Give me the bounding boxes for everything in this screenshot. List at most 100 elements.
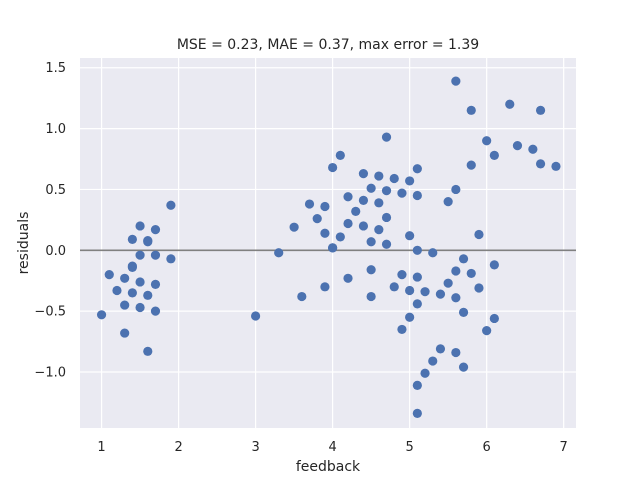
data-point (405, 312, 415, 322)
data-point (420, 368, 430, 378)
data-point (127, 262, 137, 272)
data-point (381, 132, 392, 142)
data-point (381, 239, 392, 249)
data-point (143, 235, 153, 246)
data-point (443, 197, 453, 207)
x-tick-label: 1 (97, 440, 105, 455)
data-point (451, 293, 461, 303)
data-point (489, 260, 499, 270)
data-point (412, 299, 422, 309)
data-point (451, 184, 461, 195)
data-point (127, 234, 137, 244)
data-point (96, 310, 107, 320)
data-point (150, 279, 161, 289)
data-point (366, 265, 376, 275)
data-point (466, 160, 476, 170)
data-point (343, 273, 353, 283)
data-point (466, 105, 476, 115)
x-tick-label: 7 (560, 440, 568, 455)
data-point (412, 164, 422, 174)
scatter-points (96, 76, 561, 418)
chart-title: MSE = 0.23, MAE = 0.37, max error = 1.39 (177, 37, 479, 53)
data-point (166, 200, 176, 210)
data-point (289, 222, 299, 232)
data-point (412, 408, 422, 418)
x-tick-label: 6 (483, 440, 491, 455)
y-tick-label: −1.0 (34, 366, 66, 381)
data-point (412, 245, 422, 255)
data-point (428, 356, 438, 366)
data-point (474, 229, 484, 240)
data-point (489, 313, 499, 324)
data-point (120, 273, 130, 283)
data-point (143, 290, 153, 300)
data-point (328, 162, 338, 173)
data-point (320, 282, 330, 292)
data-point (358, 169, 369, 179)
x-tick-labels: 1 2 3 4 5 6 7 (97, 440, 567, 455)
data-point (482, 136, 492, 146)
data-point (112, 285, 122, 296)
data-point (381, 186, 392, 196)
data-point (150, 306, 161, 316)
data-point (120, 328, 130, 338)
x-axis-label: feedback (296, 459, 361, 475)
data-point (412, 272, 422, 282)
y-axis-label: residuals (16, 212, 32, 275)
data-point (435, 344, 446, 354)
data-point (374, 225, 384, 235)
data-point (428, 248, 438, 258)
data-point (120, 300, 130, 310)
data-point (358, 221, 369, 231)
data-point (328, 243, 338, 253)
data-point (335, 150, 345, 160)
data-point (458, 254, 469, 264)
data-point (135, 302, 145, 313)
data-point (451, 76, 461, 86)
y-tick-label: 0.0 (45, 244, 66, 259)
data-point (466, 268, 476, 279)
data-point (127, 288, 137, 298)
data-point (405, 285, 415, 296)
data-point (135, 221, 145, 231)
data-point (551, 161, 561, 171)
y-tick-labels: −1.0 −0.5 0.0 0.5 1.0 1.5 (34, 61, 66, 380)
data-point (366, 237, 376, 247)
data-point (505, 99, 515, 109)
data-point (297, 291, 307, 302)
x-tick-label: 4 (328, 440, 336, 455)
x-tick-label: 3 (251, 440, 259, 455)
data-point (420, 287, 430, 297)
data-point (412, 190, 422, 201)
data-point (374, 171, 384, 181)
data-point (366, 183, 376, 193)
data-point (397, 270, 407, 280)
data-point (458, 362, 469, 372)
data-point (135, 250, 145, 260)
x-tick-label: 5 (405, 440, 413, 455)
data-point (512, 141, 523, 151)
data-point (397, 188, 407, 198)
data-point (150, 225, 161, 235)
y-tick-label: 1.0 (45, 122, 66, 137)
data-point (435, 289, 446, 299)
data-point (412, 380, 422, 391)
data-point (535, 105, 546, 115)
data-point (405, 176, 415, 186)
data-point (451, 347, 461, 358)
data-point (482, 326, 492, 336)
data-point (304, 199, 315, 209)
data-point (381, 212, 392, 223)
data-point (104, 270, 114, 280)
data-point (397, 324, 407, 335)
data-point (474, 283, 484, 293)
data-point (389, 173, 399, 184)
data-point (343, 218, 353, 229)
data-point (351, 206, 361, 216)
data-point (451, 266, 461, 276)
data-point (358, 195, 369, 206)
data-point (366, 291, 376, 302)
y-tick-label: 0.5 (45, 183, 66, 198)
y-tick-label: −0.5 (34, 305, 66, 320)
data-point (312, 214, 322, 224)
